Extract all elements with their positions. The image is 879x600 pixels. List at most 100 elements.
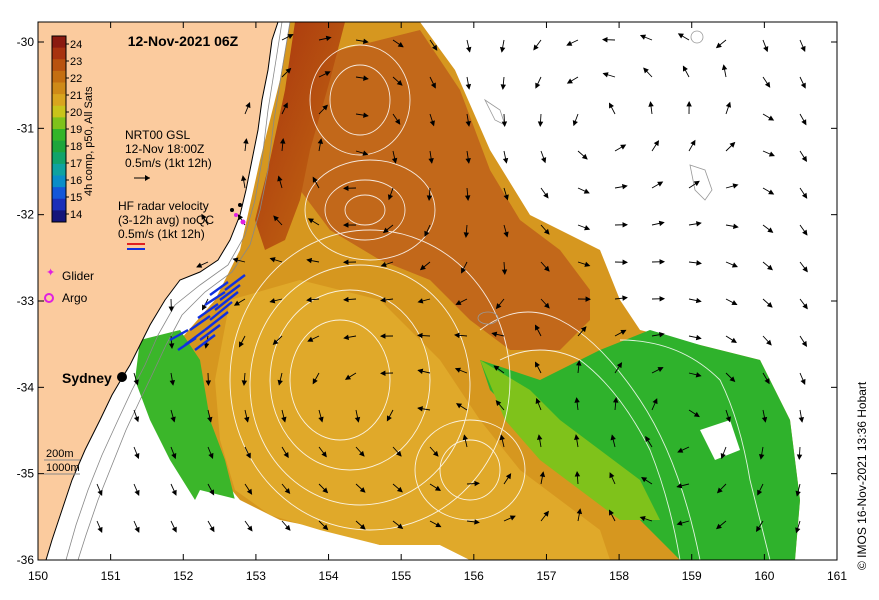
sydney-label: Sydney — [62, 370, 112, 386]
current-vector-head — [354, 416, 361, 423]
current-vector-head — [534, 324, 540, 331]
current-vector-head — [576, 508, 583, 515]
ssh-contours — [229, 44, 771, 560]
y-tick-label: -32 — [17, 208, 35, 222]
sst-field-yellow — [215, 280, 610, 560]
current-vector-head — [581, 153, 588, 160]
current-vector-head — [133, 379, 139, 386]
sst-field-warm — [300, 30, 590, 350]
colorbar-tick-label: 19 — [70, 124, 82, 136]
current-vector-head — [233, 300, 240, 306]
current-vector-head — [693, 180, 700, 187]
current-vector-head — [729, 141, 736, 148]
x-tick-label: 158 — [609, 569, 629, 583]
plot-frame — [37, 21, 838, 561]
gsl-legend-line1: NRT00 GSL — [125, 128, 190, 142]
current-vector-head — [246, 488, 253, 495]
current-vector-head — [609, 472, 615, 479]
current-vector-head — [426, 195, 433, 201]
current-vector-head — [359, 524, 366, 530]
colorbar-tick-label: 16 — [70, 175, 82, 187]
current-vector-head — [431, 44, 438, 51]
current-vector-head — [387, 194, 394, 201]
sst-field-coastal — [135, 330, 235, 520]
current-vector-head — [758, 453, 765, 460]
current-vector-head — [282, 102, 288, 109]
current-vector-head — [720, 453, 726, 460]
current-vector-head — [424, 230, 430, 237]
current-vector-head — [455, 299, 462, 305]
current-vector-head — [602, 72, 609, 78]
x-tick-label: 154 — [319, 569, 339, 583]
x-tick-label: 156 — [464, 569, 484, 583]
credit-block: © IMOS 16-Nov-2021 13:36 Hobart — [848, 300, 874, 580]
current-vector-head — [535, 361, 540, 368]
current-vector-head — [801, 340, 808, 347]
current-vector-head — [677, 447, 684, 453]
current-vector-head — [474, 519, 480, 525]
y-tick-label: -36 — [17, 553, 35, 567]
sydney-marker — [117, 372, 127, 382]
argo-legend-label: Argo — [62, 291, 88, 305]
current-vector-head — [715, 523, 722, 530]
current-vector-head — [245, 452, 251, 459]
current-vector-head — [245, 101, 251, 109]
current-vector-head — [397, 41, 404, 48]
current-vector-head — [676, 520, 683, 526]
current-vector-head — [500, 84, 506, 90]
current-vector-head — [764, 81, 771, 88]
colorbar-swatch — [52, 152, 66, 165]
current-vector-head — [800, 378, 806, 385]
current-vector-head — [768, 115, 775, 121]
current-vector-head — [284, 488, 291, 495]
current-vector-head — [715, 42, 722, 49]
current-vector-head — [616, 362, 623, 369]
current-vector-head — [609, 102, 614, 109]
current-vector-head — [768, 151, 775, 157]
current-vector-head — [502, 157, 509, 164]
colorbar-swatch — [52, 117, 66, 130]
current-vector-head — [695, 334, 702, 341]
current-vector-head — [417, 332, 423, 339]
current-vector-head — [208, 452, 214, 460]
colorbar-swatch — [52, 210, 66, 223]
current-vector-head — [499, 434, 505, 441]
current-vector-head — [434, 485, 442, 491]
cloud-gaps — [150, 220, 740, 560]
y-tick-label: -35 — [17, 467, 35, 481]
current-vector-head — [677, 33, 684, 39]
current-vector-head — [379, 333, 386, 339]
current-vector-head — [464, 195, 471, 201]
current-vector-head — [324, 71, 331, 77]
sst-field-cool — [480, 330, 800, 560]
current-vector-head — [207, 416, 213, 423]
current-vector-head — [306, 257, 313, 264]
current-vector-head — [612, 397, 619, 403]
current-vector-head — [695, 372, 702, 378]
x-tick-label: 151 — [101, 569, 121, 583]
current-vector-head — [622, 259, 629, 265]
colorbar-swatch — [52, 36, 66, 49]
colorbar-swatch — [52, 198, 66, 211]
colorbar-swatch — [52, 175, 66, 188]
current-vector-head — [495, 400, 502, 406]
current-vector-head — [641, 477, 648, 483]
current-vector-head — [584, 261, 591, 267]
colorbar-swatch — [52, 163, 66, 176]
x-tick-label: 160 — [754, 569, 774, 583]
current-vector-head — [495, 303, 502, 310]
current-vector-head — [541, 157, 547, 164]
current-vector-head — [97, 526, 103, 533]
current-vector-head — [658, 220, 665, 227]
colorbar-swatch — [52, 70, 66, 83]
current-vector-head — [761, 416, 768, 423]
current-vector-head — [800, 45, 806, 52]
current-vector-head — [396, 486, 403, 493]
current-vector-head — [344, 374, 352, 380]
x-tick-label: 152 — [173, 569, 193, 583]
current-vector-head — [543, 192, 549, 199]
current-vector-head — [168, 343, 175, 349]
current-vector-head — [767, 264, 773, 271]
current-vector-head — [503, 194, 509, 201]
current-vector-head — [203, 342, 210, 349]
